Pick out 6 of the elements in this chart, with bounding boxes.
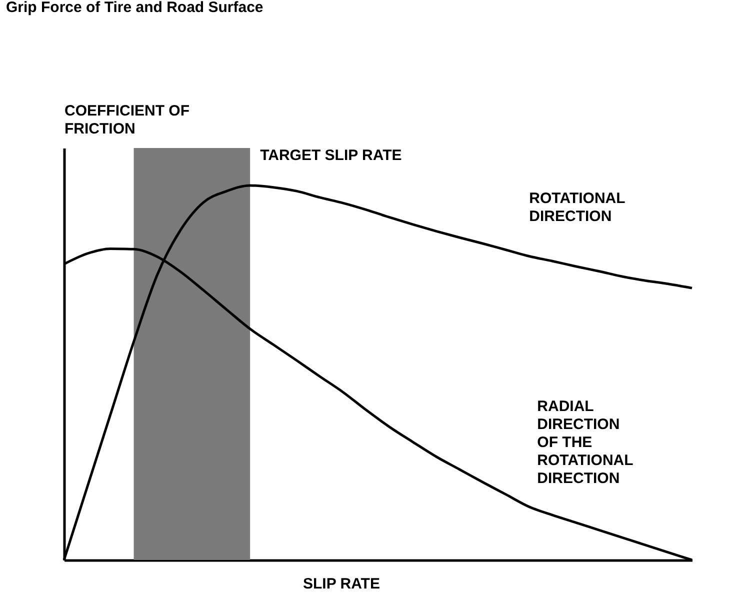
chart-title: Grip Force of Tire and Road Surface xyxy=(6,0,264,16)
y-axis-title: COEFFICIENT OF FRICTION xyxy=(64,102,190,138)
text: TARGET SLIP RATE xyxy=(260,147,402,164)
series-label: RADIAL DIRECTION OF THE ROTATIONAL DIRECTION xyxy=(537,398,634,487)
text: ROTATIONAL DIRECTION xyxy=(529,190,626,226)
x-axis-title: SLIP RATE xyxy=(303,576,380,592)
